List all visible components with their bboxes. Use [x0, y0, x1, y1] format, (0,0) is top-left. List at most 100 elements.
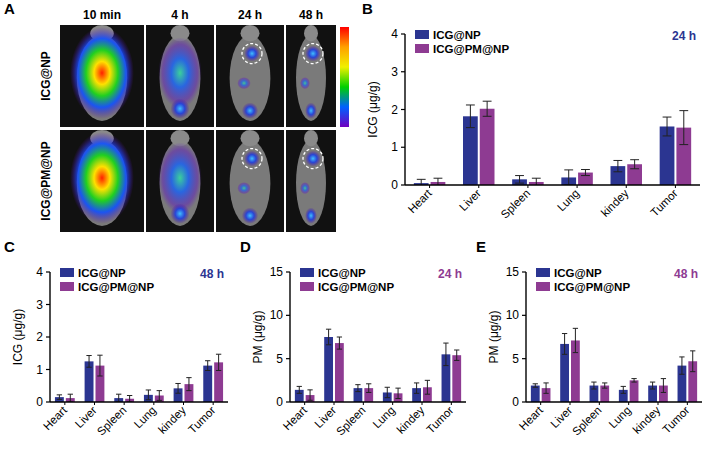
- panel-label: B: [362, 0, 373, 17]
- error-cap: [216, 354, 221, 355]
- y-tick-label: 5: [276, 352, 283, 366]
- fluorescence: [305, 208, 317, 224]
- error-cap: [205, 360, 210, 361]
- column-label: 24 h: [238, 8, 262, 22]
- error-bar: [216, 354, 221, 370]
- error-cap: [425, 380, 430, 381]
- error-bar: [454, 350, 459, 360]
- y-tick-label: 2: [391, 103, 398, 117]
- column-label: 10 min: [83, 8, 121, 22]
- image-background: [60, 25, 144, 127]
- y-tick-label: 1: [36, 363, 43, 377]
- error-line: [70, 394, 71, 402]
- error-line: [368, 384, 369, 393]
- error-cap: [581, 175, 590, 176]
- error-line: [129, 396, 130, 403]
- error-cap: [690, 371, 695, 372]
- error-bar: [621, 386, 626, 393]
- column-label: 48 h: [299, 8, 323, 22]
- mouse-image: [146, 130, 214, 232]
- error-bar: [591, 382, 596, 389]
- bars: [531, 328, 697, 402]
- error-bar: [337, 337, 342, 349]
- fluorescence: [170, 203, 189, 223]
- error-line: [445, 343, 446, 366]
- error-cap: [630, 168, 639, 169]
- y-tick-label: 15: [270, 265, 284, 279]
- error-line: [89, 356, 90, 368]
- error-cap: [385, 387, 390, 388]
- error-cap: [543, 393, 548, 394]
- fluorescence: [237, 182, 251, 194]
- error-bar: [562, 334, 567, 355]
- error-cap: [661, 392, 666, 393]
- error-bar: [466, 105, 475, 128]
- fluorescence: [170, 98, 189, 118]
- x-tick-label: Heart: [406, 186, 435, 215]
- error-cap: [621, 393, 626, 394]
- error-cap: [414, 393, 419, 394]
- error-line: [564, 334, 565, 355]
- error-cap: [679, 110, 688, 111]
- fluorescence: [300, 77, 310, 89]
- error-cap: [602, 388, 607, 389]
- bar: [324, 337, 333, 402]
- error-cap: [86, 355, 91, 356]
- legend-label: ICG@NP: [554, 267, 602, 279]
- error-bar: [157, 391, 162, 401]
- mouse-image: [60, 25, 144, 127]
- fluorescence: [300, 182, 310, 194]
- mouse-head: [304, 130, 318, 146]
- mouse-body: [296, 140, 326, 226]
- x-tick: [392, 402, 393, 405]
- error-cap: [355, 391, 360, 392]
- x-tick-label: Heart: [281, 403, 310, 432]
- error-cap: [297, 386, 302, 387]
- y-tick-label: 10: [506, 308, 520, 322]
- error-cap: [216, 370, 221, 371]
- error-bar: [366, 384, 371, 393]
- error-line: [427, 380, 428, 394]
- error-cap: [146, 389, 151, 390]
- image-background: [286, 25, 336, 127]
- y-axis: [404, 34, 405, 185]
- error-bar: [543, 383, 548, 393]
- tumor-circle: [303, 44, 323, 64]
- error-bar: [650, 382, 655, 389]
- error-cap: [385, 397, 390, 398]
- x-tick-label: Liver: [73, 404, 99, 430]
- fluorescence: [305, 46, 321, 62]
- mouse-image: [146, 25, 214, 127]
- error-cap: [414, 382, 419, 383]
- error-bar: [57, 395, 62, 400]
- x-tick-label: kindey: [599, 187, 631, 219]
- error-bar: [533, 384, 538, 387]
- bars: [55, 354, 223, 402]
- error-bar: [146, 390, 151, 400]
- x-tick-label: Lung: [132, 404, 159, 431]
- error-cap: [679, 356, 684, 357]
- error-line: [357, 385, 358, 392]
- error-cap: [515, 175, 524, 176]
- error-cap: [630, 159, 639, 160]
- error-bar: [483, 101, 492, 116]
- error-bar: [326, 329, 331, 345]
- error-bar: [175, 383, 180, 393]
- x-tick-label: Liver: [548, 404, 574, 430]
- error-line: [118, 394, 119, 402]
- legend-label: ICG@NP: [318, 267, 366, 279]
- y-axis: [49, 272, 50, 402]
- error-bar: [630, 160, 639, 169]
- error-cap: [127, 395, 132, 396]
- error-cap: [562, 333, 567, 334]
- error-cap: [307, 400, 312, 401]
- x-tick-label: Liver: [457, 187, 483, 213]
- y-tick-label: 0: [276, 395, 283, 409]
- legend-label: ICG@NP: [433, 29, 481, 41]
- y-tick-label: 5: [512, 352, 519, 366]
- error-cap: [146, 399, 151, 400]
- error-line: [604, 383, 605, 388]
- error-cap: [97, 355, 102, 356]
- bar: [452, 355, 461, 402]
- y-axis: [525, 272, 526, 402]
